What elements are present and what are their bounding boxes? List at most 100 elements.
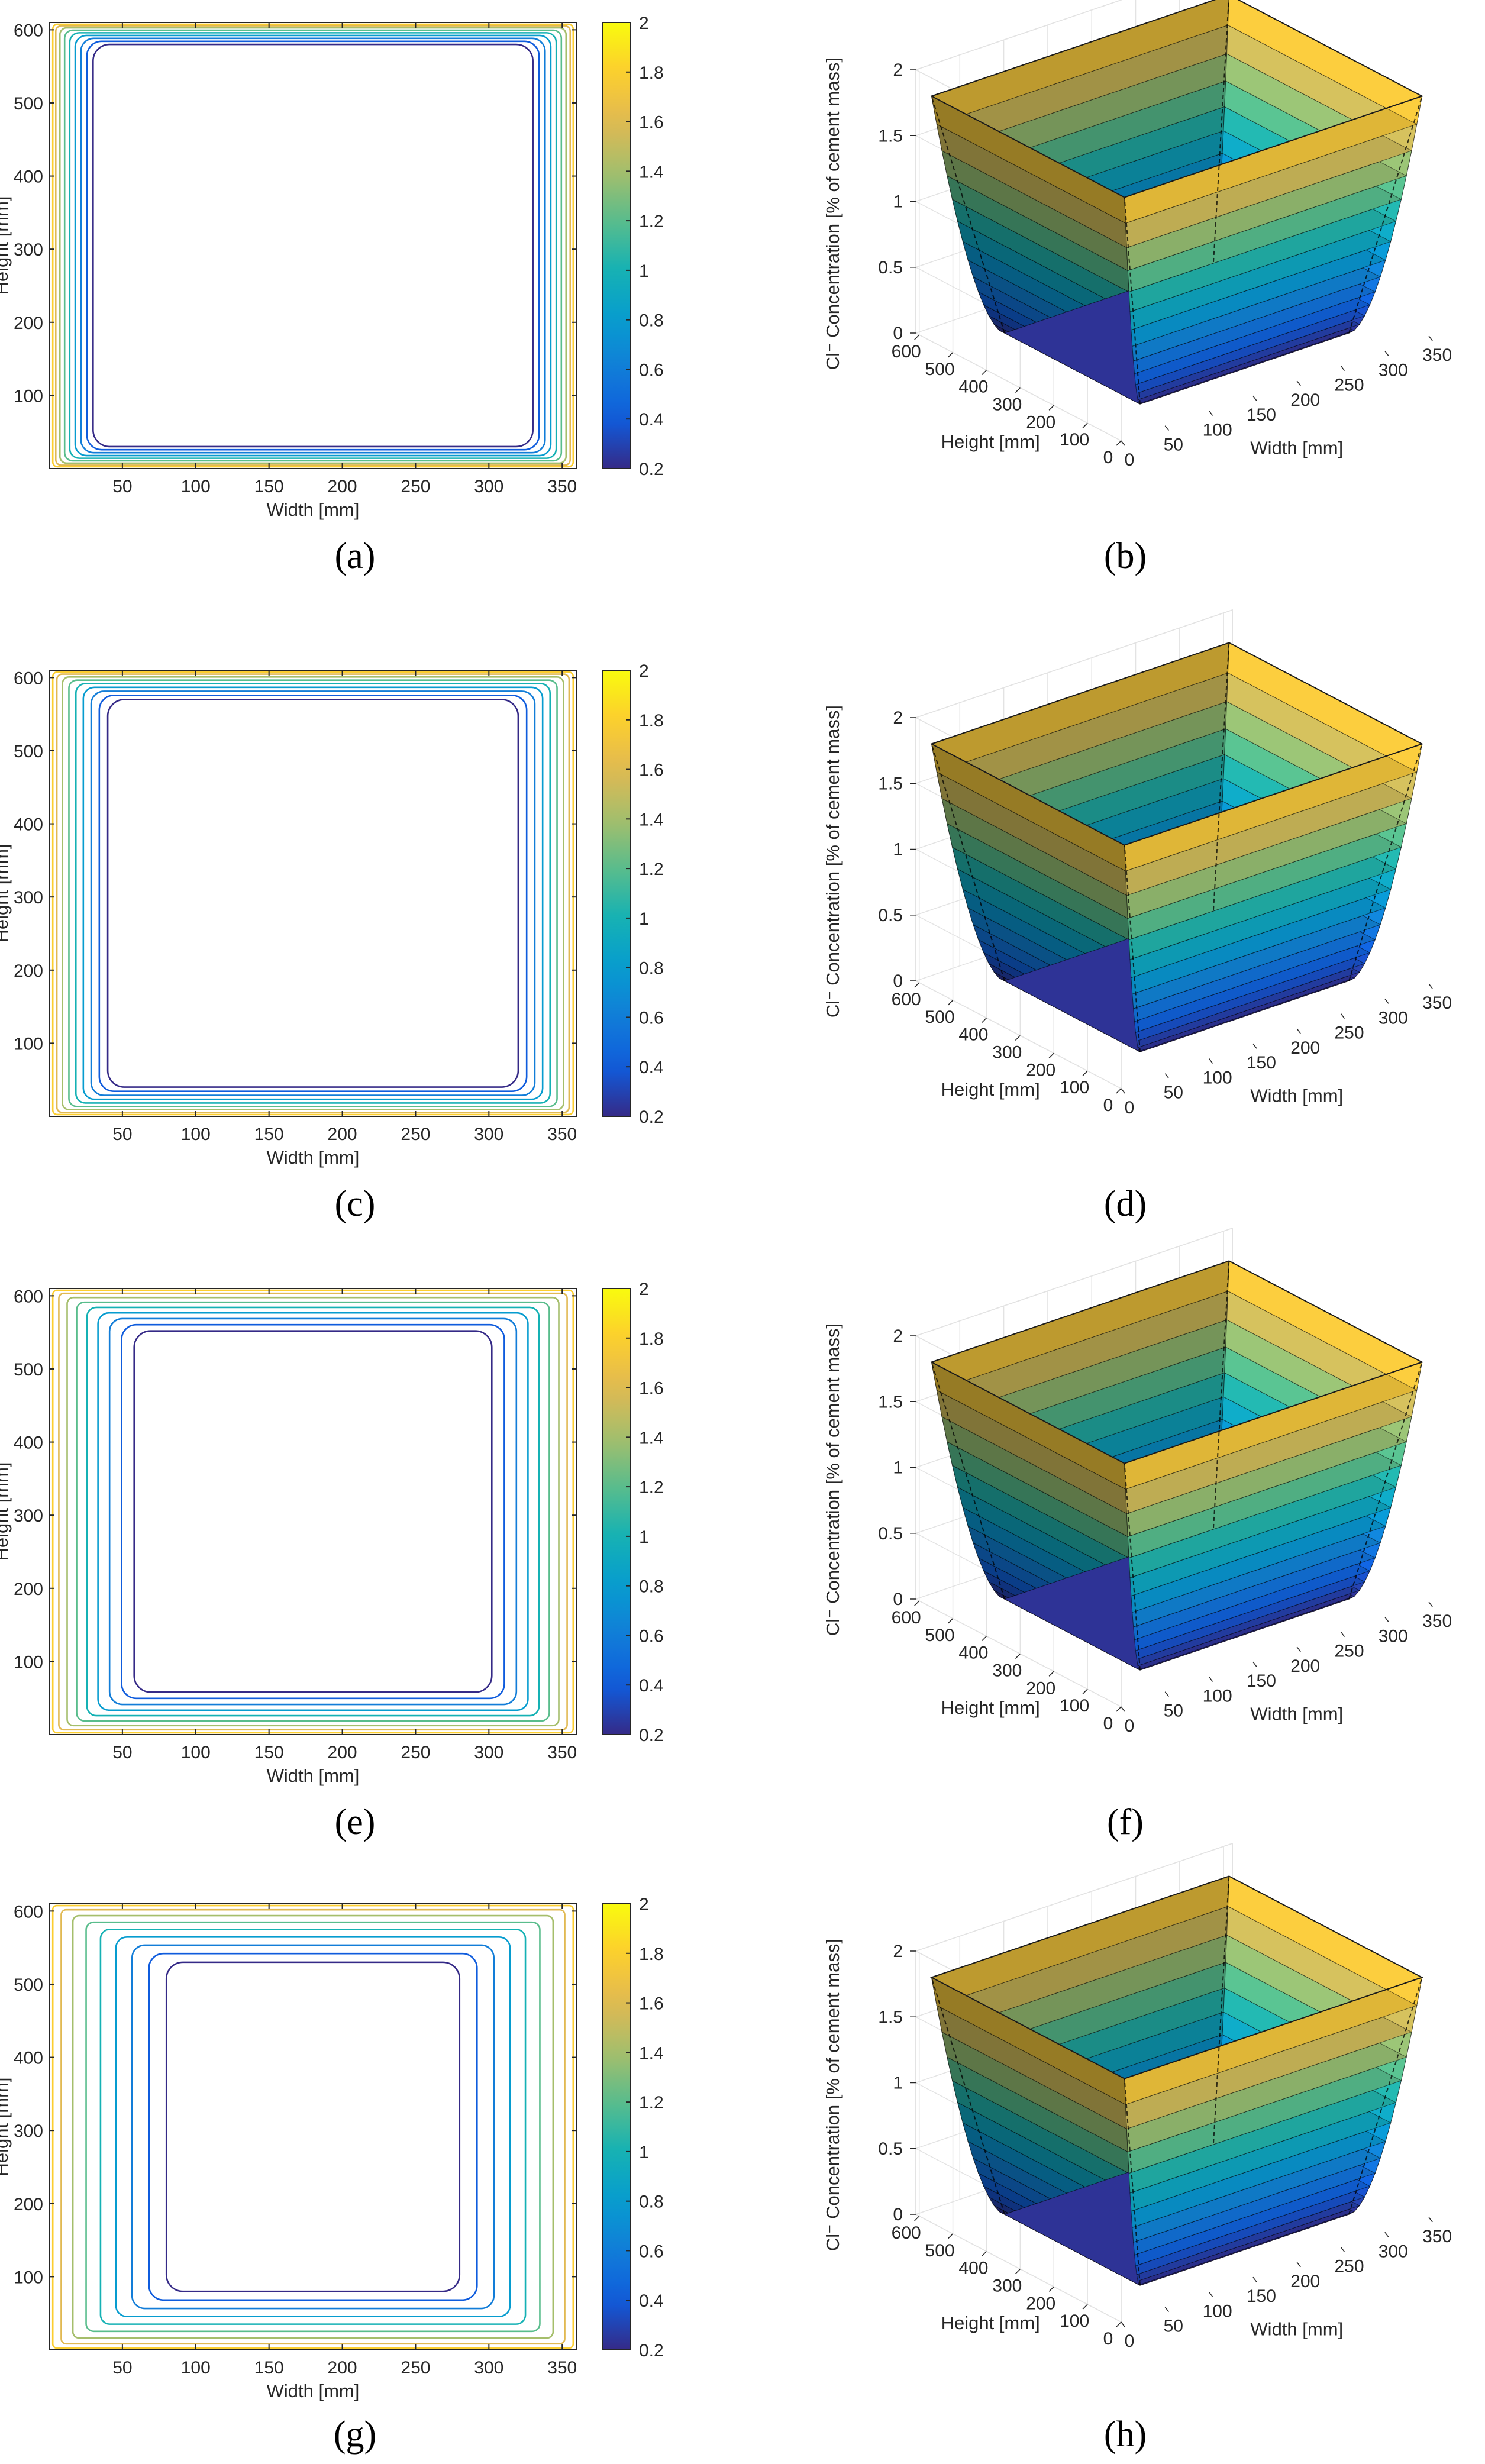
x-tick-mark (1296, 1028, 1301, 1034)
surface-panel-b: 0501001502002503003500100200300400500600… (822, 0, 1452, 576)
colorbar-tick-label: 1.2 (639, 1478, 664, 1497)
z-tick-label: 1 (893, 2074, 903, 2093)
y-tick-mark (1048, 2286, 1054, 2292)
corner-edge (1124, 845, 1141, 1052)
corner-edge (1213, 1261, 1230, 1528)
y-tick-label: 100 (14, 1652, 43, 1672)
x-tick-label: 250 (401, 1743, 430, 1762)
y-tick-mark (948, 1000, 954, 1006)
x-tick-label: 0 (1125, 2331, 1135, 2351)
colorbar-tick-label: 0.4 (639, 2291, 664, 2311)
y-tick-label: 200 (14, 961, 43, 981)
y-tick-mark (1015, 387, 1021, 393)
z-tick-label: 0 (893, 1590, 903, 1609)
y-tick-label: 200 (14, 2195, 43, 2214)
y-tick-label: 500 (14, 94, 43, 114)
y-tick-label: 500 (14, 742, 43, 761)
y-tick-label: 100 (14, 2268, 43, 2287)
colorbar (602, 1903, 631, 2350)
x-tick-mark (1428, 2217, 1433, 2223)
y-tick-mark (1116, 1706, 1122, 1712)
y-tick-mark (948, 352, 954, 358)
contour-line (72, 1914, 554, 2339)
x-tick-mark (1296, 380, 1301, 386)
colorbar-tick-label: 1.8 (639, 63, 664, 83)
colorbar (602, 22, 631, 469)
corner-edge (931, 96, 1005, 334)
y-tick-label: 400 (958, 1643, 988, 1663)
corner-edge (1213, 642, 1230, 910)
z-tick-label: 1 (893, 192, 903, 212)
x-tick-mark (1164, 425, 1169, 431)
x-tick-label: 50 (112, 1125, 132, 1144)
x-tick-label: 200 (1290, 2272, 1320, 2291)
x-tick-label: 100 (181, 1125, 211, 1144)
x-tick-mark (1209, 1676, 1213, 1682)
y-tick-label: 600 (14, 669, 43, 688)
y-tick-mark (1015, 1035, 1021, 1041)
x-tick-label: 50 (1164, 435, 1183, 455)
z-tick-label: 0 (893, 971, 903, 991)
colorbar-tick-label: 0.6 (639, 360, 664, 380)
x-tick-label: 350 (547, 477, 577, 496)
colorbar-tick-label: 0.4 (639, 1676, 664, 1696)
y-tick-mark (948, 2233, 954, 2239)
contour-line (133, 1330, 493, 1693)
colorbar-tick-label: 2 (639, 1895, 649, 1914)
contour-line (66, 1296, 560, 1727)
contour-line (56, 673, 570, 1113)
x-tick-label: 150 (254, 477, 284, 496)
y-tick-label: 500 (925, 1626, 955, 1645)
y-tick-label: 400 (14, 167, 43, 187)
x-axis-label: Width [mm] (267, 2381, 360, 2401)
surface-rim (929, 1260, 1424, 1464)
y-tick-mark (981, 1018, 987, 1023)
x-tick-label: 50 (1164, 1083, 1183, 1103)
x-tick-label: 100 (1203, 1686, 1232, 1706)
x-tick-label: 300 (1379, 1626, 1408, 1646)
surface-panel-d: 0501001502002503003500100200300400500600… (822, 609, 1452, 1224)
panel-caption: (d) (1104, 1184, 1147, 1224)
y-tick-label: 600 (892, 990, 921, 1009)
z-tick-label: 1.5 (878, 126, 903, 146)
y-tick-label: 600 (892, 2223, 921, 2243)
colorbar-tick-label: 1.2 (639, 860, 664, 879)
x-tick-label: 50 (1164, 1701, 1183, 1721)
contour-line (51, 23, 574, 468)
x-tick-label: 300 (1379, 1008, 1408, 1028)
y-tick-label: 300 (14, 1506, 43, 1526)
x-tick-label: 150 (1247, 405, 1276, 425)
y-tick-mark (1116, 2321, 1122, 2327)
y-tick-label: 500 (925, 2241, 955, 2260)
x-tick-mark (1252, 1043, 1257, 1049)
y-tick-label: 0 (1103, 2329, 1113, 2349)
contour-line (97, 1312, 529, 1711)
colorbar-tick-label: 0.8 (639, 959, 664, 979)
x-tick-label: 300 (474, 1125, 503, 1144)
contour-line (76, 1301, 550, 1722)
x-tick-label: 50 (1164, 2317, 1183, 2336)
x-tick-label: 350 (1422, 993, 1452, 1013)
y-tick-label: 0 (1103, 1714, 1113, 1733)
corner-edge (931, 1362, 1005, 1600)
axes-box (49, 1903, 577, 2350)
y-tick-label: 400 (958, 1025, 988, 1045)
contour-line (148, 1952, 478, 2301)
x-tick-label: 350 (1422, 1612, 1452, 1631)
y-tick-label: 300 (14, 2121, 43, 2141)
x-tick-mark (1340, 1013, 1345, 1019)
contour-line (69, 32, 557, 459)
z-tick-label: 0 (893, 2205, 903, 2224)
grid-line (915, 0, 1123, 70)
colorbar-tick-label: 1.8 (639, 711, 664, 731)
contour-line (85, 1921, 541, 2333)
y-tick-mark (1082, 1688, 1088, 1694)
x-tick-label: 250 (401, 1125, 430, 1144)
surface-rim (929, 1875, 1424, 2079)
x-tick-label: 50 (112, 2358, 132, 2378)
colorbar-tick-label: 2 (639, 14, 649, 33)
x-tick-label: 0 (1125, 1716, 1135, 1736)
contour-line (60, 1908, 566, 2345)
panel-caption: (h) (1104, 2414, 1147, 2455)
x-tick-mark (1340, 1632, 1345, 1638)
